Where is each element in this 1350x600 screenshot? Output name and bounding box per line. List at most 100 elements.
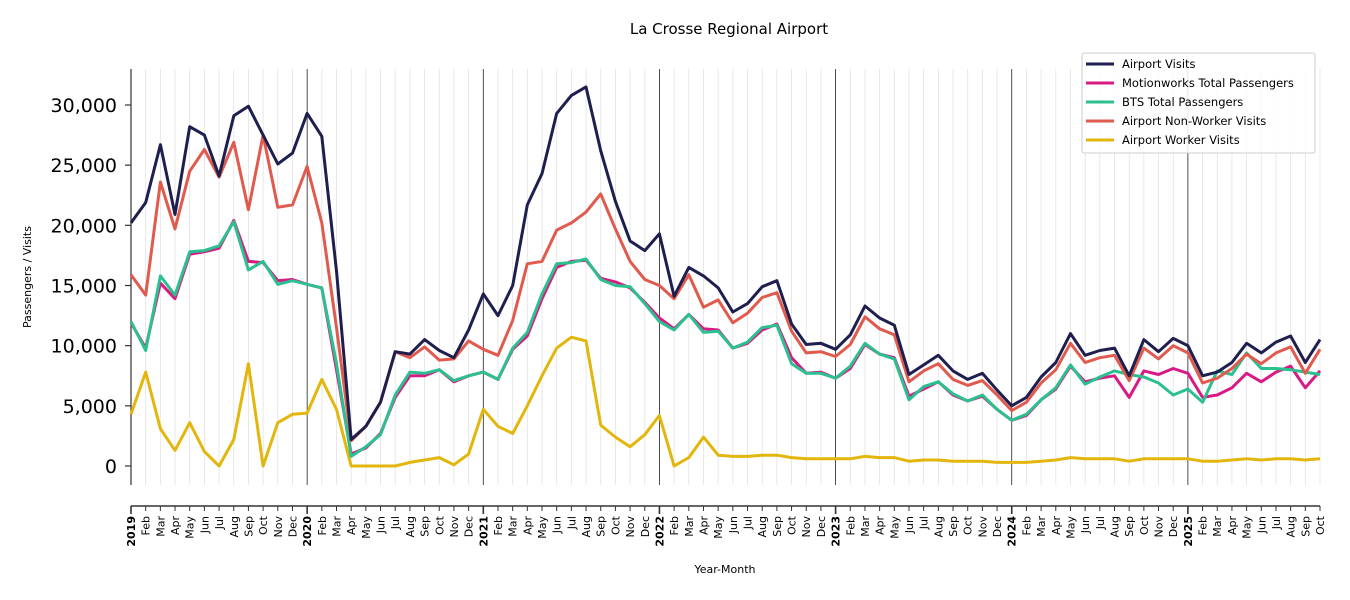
x-tick-label: May [712, 516, 725, 539]
x-tick-label: Jun [1079, 516, 1092, 534]
x-tick-label: Nov [272, 516, 285, 538]
x-tick-label: 2023 [830, 516, 843, 547]
y-tick-label: 5,000 [63, 396, 117, 418]
series-line-bts-total-passengers [129, 220, 1321, 458]
x-tick-label: 2021 [477, 516, 490, 547]
x-tick-label: Aug [1285, 516, 1298, 537]
x-tick-label: Sep [947, 516, 960, 537]
y-tick-label: 0 [105, 456, 117, 478]
series-lines [129, 85, 1322, 468]
x-tick-label: Jul [918, 516, 931, 530]
x-tick-label: 2022 [653, 516, 666, 547]
x-tick-label: Jul [565, 516, 578, 530]
legend-frame [1081, 52, 1316, 154]
x-tick-label: Oct [609, 515, 622, 535]
x-tick-label: Mar [683, 516, 696, 537]
x-tick-label: Feb [316, 516, 329, 535]
x-tick-label: Jul [213, 516, 226, 530]
x-tick-label: Sep [771, 516, 784, 537]
x-tick-label: Aug [228, 516, 241, 537]
y-tick-label: 10,000 [51, 336, 117, 358]
x-tick-label: Sep [595, 516, 608, 537]
x-tick-label: Nov [448, 516, 461, 538]
x-tick-label: Sep [1123, 516, 1136, 537]
x-tick-label: Jul [1094, 516, 1107, 530]
x-tick-label: Feb [140, 516, 153, 535]
series-line-airport-worker-visits [129, 335, 1321, 468]
x-tick-label: Jun [375, 516, 388, 534]
legend-label-motionworks-total-passengers: Motionworks Total Passengers [1122, 76, 1294, 90]
x-tick-label: Mar [1035, 516, 1048, 537]
x-tick-label: Apr [874, 516, 887, 536]
x-tick-label: Feb [844, 516, 857, 535]
legend: Airport Visits Motionworks Total Passenge… [1081, 52, 1316, 154]
x-tick-label: May [360, 516, 373, 539]
y-tick-label: 25,000 [51, 155, 117, 177]
y-axis-label: Passengers / Visits [21, 226, 34, 328]
y-ticks: 0 5,000 10,000 15,000 20,000 25,000 30,000 [51, 95, 131, 478]
x-tick-label: May [1064, 516, 1077, 539]
x-tick-label: Jul [389, 516, 402, 530]
x-tick-label: 2020 [301, 516, 314, 547]
legend-label-airport-worker-visits: Airport Worker Visits [1122, 133, 1240, 147]
x-tick-label: Jun [727, 516, 740, 534]
legend-label-airport-visits: Airport Visits [1122, 57, 1196, 71]
legend-label-bts-total-passengers: BTS Total Passengers [1122, 95, 1243, 109]
legend-label-airport-non-worker-visits: Airport Non-Worker Visits [1122, 114, 1266, 128]
x-tick-label: Nov [976, 516, 989, 538]
x-tick-label: 2025 [1182, 516, 1195, 547]
x-tick-label: Mar [331, 516, 344, 537]
x-tick-label: Jun [198, 516, 211, 534]
x-tick-label: Mar [154, 516, 167, 537]
x-tick-label: Mar [507, 516, 520, 537]
x-tick-label: Apr [1050, 516, 1063, 536]
x-tick-label: Dec [815, 516, 828, 537]
x-tick-label: Nov [624, 516, 637, 538]
x-tick-label: Sep [419, 516, 432, 537]
x-tick-label: Apr [521, 516, 534, 536]
y-tick-label: 30,000 [51, 95, 117, 117]
x-tick-label: 2024 [1006, 516, 1019, 547]
x-tick-label: Oct [1314, 515, 1327, 535]
x-axis-label: Year-Month [693, 563, 755, 576]
x-tick-label: Aug [404, 516, 417, 537]
x-tick-label: Feb [1197, 516, 1210, 535]
x-tick-label: Aug [932, 516, 945, 537]
x-tick-label: Oct [1138, 515, 1151, 535]
x-tick-label: Dec [286, 516, 299, 537]
x-tick-label: Dec [639, 516, 652, 537]
x-tick-label: Dec [1167, 516, 1180, 537]
x-ticks: 2019 Feb Mar Apr May Jun Jul Aug Sep Oct Nov Dec 202… [125, 506, 1327, 547]
x-tick-label: Sep [242, 516, 255, 537]
x-tick-label: May [536, 516, 549, 539]
x-tick-label: May [888, 516, 901, 539]
x-tick-label: Aug [1108, 516, 1121, 537]
x-tick-label: Dec [463, 516, 476, 537]
x-tick-label: Oct [962, 515, 975, 535]
x-tick-label: Feb [1020, 516, 1033, 535]
x-tick-label: Mar [1211, 516, 1224, 537]
x-tick-label: Feb [492, 516, 505, 535]
y-tick-label: 20,000 [51, 215, 117, 237]
x-tick-label: Apr [1226, 516, 1239, 536]
x-tick-label: May [1241, 516, 1254, 539]
x-tick-label: Oct [433, 515, 446, 535]
x-tick-label: Nov [800, 516, 813, 538]
x-tick-label: Oct [257, 515, 270, 535]
x-tick-label: May [184, 516, 197, 539]
x-tick-label: Oct [786, 515, 799, 535]
series-line-motionworks-total-passengers [129, 219, 1322, 456]
chart-title: La Crosse Regional Airport [630, 20, 828, 38]
x-tick-label: Jun [903, 516, 916, 534]
x-tick-label: Jul [742, 516, 755, 530]
x-tick-label: Dec [991, 516, 1004, 537]
x-tick-label: Apr [345, 516, 358, 536]
x-tick-label: Apr [697, 516, 710, 536]
x-tick-label: 2019 [125, 516, 138, 547]
x-tick-label: Aug [756, 516, 769, 537]
y-tick-label: 15,000 [51, 276, 117, 298]
x-tick-label: Mar [859, 516, 872, 537]
x-tick-label: Jul [1270, 516, 1283, 530]
x-tick-label: Feb [668, 516, 681, 535]
